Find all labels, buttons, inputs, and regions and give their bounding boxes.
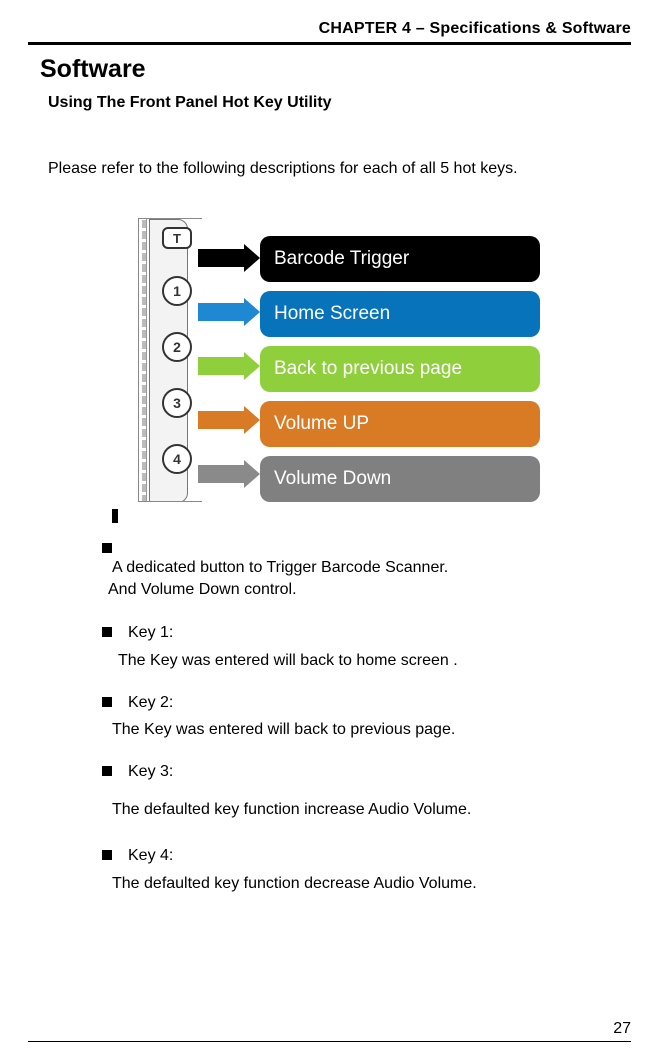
arrow-column (202, 218, 260, 502)
intro-text: Please refer to the following descriptio… (48, 160, 631, 178)
section-title: Software (40, 55, 631, 84)
item-desc-line: The Key was entered will back to home sc… (118, 652, 631, 670)
top-key-t: T (162, 227, 192, 249)
list-item: Key 1: The Key was entered will back to … (102, 622, 631, 670)
item-heading: Key 3: (128, 761, 173, 783)
bullet-icon (102, 697, 112, 707)
label-barcode-trigger: Barcode Trigger (260, 236, 540, 282)
footer-rule (28, 1041, 631, 1042)
item-desc-line: The defaulted key function increase Audi… (112, 801, 631, 819)
arrow-barcode (198, 245, 260, 271)
arrow-volup (198, 407, 260, 433)
key-button-4: 4 (162, 444, 192, 474)
label-home-screen: Home Screen (260, 291, 540, 337)
bullet-icon (102, 766, 112, 776)
bullet-icon (102, 627, 112, 637)
arrow-home (198, 299, 260, 325)
list-item: Key 3: The defaulted key function increa… (102, 761, 631, 819)
label-volume-down: Volume Down (260, 456, 540, 502)
key-button-3: 3 (162, 388, 192, 418)
item-desc-line: And Volume Down control. (108, 579, 631, 601)
item-desc-line: The Key was entered will back to previou… (112, 721, 631, 739)
hotkey-diagram: T 1 2 3 4 Barcode (138, 218, 631, 502)
arrow-voldown (198, 461, 260, 487)
item-desc-line: A dedicated button to Trigger Barcode Sc… (112, 557, 631, 579)
subsection-title: Using The Front Panel Hot Key Utility (48, 94, 631, 112)
bullet-icon (102, 850, 112, 860)
description-list: A dedicated button to Trigger Barcode Sc… (102, 538, 631, 893)
arrow-back (198, 353, 260, 379)
label-volume-up: Volume UP (260, 401, 540, 447)
chapter-header: CHAPTER 4 – Specifications & Software (28, 20, 631, 38)
item-heading: Key 4: (128, 845, 173, 867)
bullet-icon (102, 543, 112, 553)
list-item: A dedicated button to Trigger Barcode Sc… (102, 538, 631, 600)
item-heading: Key 2: (128, 692, 173, 714)
page-number: 27 (613, 1020, 631, 1038)
key-button-1: 1 (162, 276, 192, 306)
device-panel: T 1 2 3 4 (138, 218, 202, 502)
header-divider (28, 42, 631, 45)
stray-tick-mark (112, 509, 118, 523)
label-column: Barcode Trigger Home Screen Back to prev… (260, 236, 540, 502)
item-heading: Key 1: (128, 622, 173, 644)
item-desc-line: The defaulted key function decrease Audi… (112, 875, 631, 893)
panel-mount-edge (142, 219, 147, 502)
list-item: Key 4: The defaulted key function decrea… (102, 845, 631, 893)
list-item: Key 2: The Key was entered will back to … (102, 692, 631, 740)
key-button-2: 2 (162, 332, 192, 362)
label-back-prev: Back to previous page (260, 346, 540, 392)
panel-body: T 1 2 3 4 (149, 219, 188, 502)
